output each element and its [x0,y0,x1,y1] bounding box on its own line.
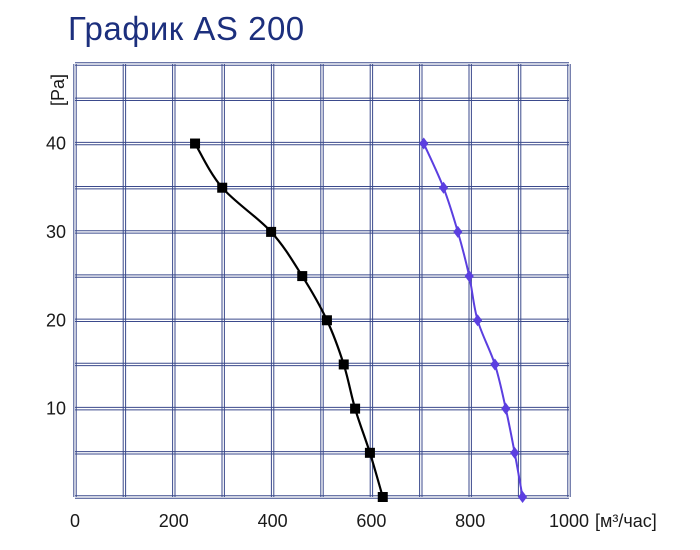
x-tick-label: 0 [70,511,80,531]
data-point-1 [377,492,388,502]
y-tick-label: 20 [46,310,66,330]
data-point-1 [297,271,308,282]
x-tick-label: 200 [159,511,189,531]
x-tick-label: 1000 [549,511,589,531]
data-point-1 [338,359,349,370]
data-point-2 [453,225,463,238]
x-tick-label: 400 [258,511,288,531]
x-tick-label: 600 [356,511,386,531]
data-point-2 [501,402,511,415]
series-line-1 [194,142,384,498]
y-tick-label: 30 [46,222,66,242]
data-point-1 [217,182,228,193]
data-point-2 [464,270,474,283]
tick-labels: 0 200 400 600 800 1000 10 20 30 40 [46,134,589,531]
x-axis-label: [м³/час] [595,511,657,531]
data-point-2 [490,358,500,371]
data-point-1 [350,403,361,414]
y-tick-label: 40 [46,134,66,154]
series [190,137,528,503]
data-point-2 [510,446,520,459]
y-axis-label: [Pa] [48,74,68,106]
data-point-2 [473,314,483,327]
data-point-1 [266,226,277,237]
data-point-1 [190,138,201,149]
grid [73,62,571,499]
chart-title: График AS 200 [68,10,305,47]
data-point-1 [321,315,332,326]
y-tick-label: 10 [46,399,66,419]
data-point-2 [419,137,429,150]
x-tick-label: 800 [455,511,485,531]
data-point-1 [364,447,375,458]
data-point-2 [518,491,528,503]
data-point-2 [439,181,449,194]
